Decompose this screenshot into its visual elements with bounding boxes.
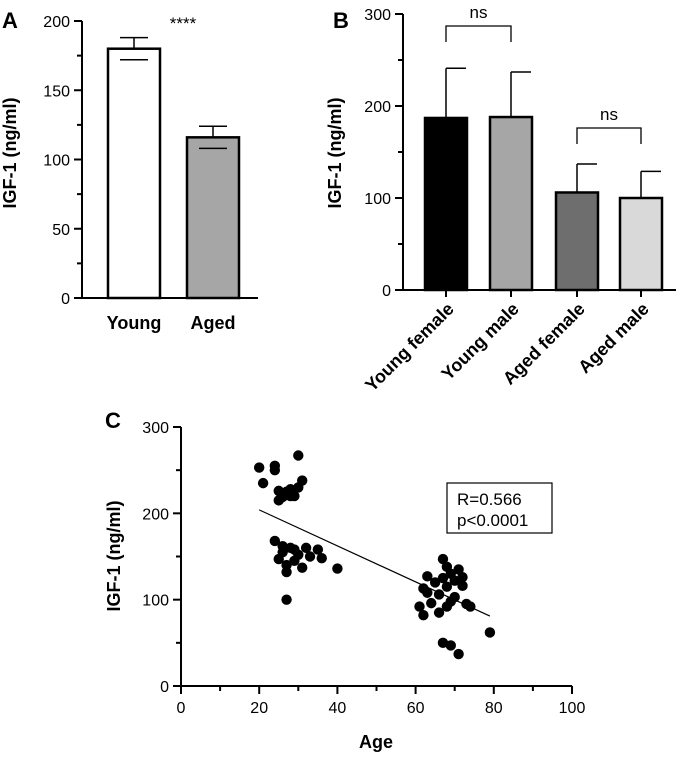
- panel-b-bar: [488, 115, 534, 292]
- panel-c-point: [441, 601, 453, 612]
- panel-a-y-tick-label: 200: [43, 14, 70, 31]
- panel-letter-a: A: [2, 8, 18, 33]
- panel-a-y-tick-label: 150: [43, 83, 70, 100]
- panel-c-point: [441, 581, 453, 592]
- panel-b-marks: ns ns: [423, 3, 664, 292]
- panel-b-category-label: Young female: [361, 299, 458, 396]
- panel-a-category-label: Young: [107, 313, 162, 333]
- panel-c-axes: 0 100 200 300 0 20 40 60 80 100: [142, 420, 585, 717]
- panel-c-point: [437, 553, 449, 565]
- panel-c-y-tick-label: 100: [142, 593, 169, 610]
- panel-c-point: [312, 544, 324, 555]
- panel-c-point: [273, 495, 284, 506]
- panel-c-point: [304, 551, 316, 562]
- panel-c-point: [293, 549, 304, 560]
- panel-c-y-tick-label: 200: [142, 506, 169, 523]
- panel-c-point: [422, 571, 433, 582]
- panel-b-comparison-label: ns: [470, 3, 488, 22]
- panel-c-point: [457, 572, 468, 583]
- panel-b-comparison-bracket: [445, 25, 512, 42]
- panel-c-point: [484, 627, 496, 638]
- panel-c-scatter-plot: C IGF-1 (ng/ml) Age 0 100 200 300 0 20 40 60 80 1…: [104, 408, 585, 752]
- panel-c-point: [418, 610, 429, 621]
- panel-c-point: [449, 575, 460, 586]
- panel-a-y-tick-label: 0: [61, 291, 70, 308]
- panel-c-point: [414, 601, 425, 612]
- panel-b-bar: [423, 116, 469, 292]
- panel-c-x-tick-label: 20: [250, 700, 268, 717]
- panel-b-bar: [554, 191, 600, 292]
- stats-box-frame: [446, 482, 553, 534]
- stat-r-value: R=0.566: [457, 490, 522, 509]
- panel-a-bar: [106, 47, 162, 300]
- panel-c-point: [316, 553, 327, 564]
- panel-b-comparison-bracket: [576, 127, 642, 144]
- panel-letter-b: B: [333, 8, 349, 33]
- stats-box: R=0.566 p<0.0001: [446, 482, 553, 534]
- panel-c-point: [437, 637, 449, 649]
- panel-c-point: [297, 562, 308, 573]
- panel-c-point: [433, 589, 445, 600]
- panel-c-point: [281, 566, 292, 578]
- panel-c-point: [269, 460, 281, 472]
- panel-c-marks: [254, 450, 496, 660]
- panel-b-bar: [618, 196, 664, 292]
- panel-a-significance-label: ****: [170, 14, 197, 33]
- panel-c-x-tick-label: 40: [329, 700, 347, 717]
- panel-b-y-axis-title: IGF-1 (ng/ml): [325, 98, 345, 209]
- panel-b-y-tick-label: 200: [364, 99, 391, 116]
- panel-b-y-tick-label: 300: [364, 7, 391, 24]
- stat-p-value: p<0.0001: [457, 511, 528, 530]
- panel-c-point: [457, 580, 468, 592]
- panel-c-x-tick-label: 0: [177, 700, 186, 717]
- panel-c-point: [453, 564, 464, 575]
- panel-c-point: [453, 648, 464, 660]
- panel-c-point: [422, 587, 433, 598]
- panel-a-bar: [185, 136, 241, 300]
- panel-c-y-tick-label: 0: [160, 679, 169, 696]
- panel-c-point: [437, 572, 449, 584]
- panel-c-point: [254, 462, 265, 473]
- panel-c-point: [293, 450, 304, 461]
- panel-c-y-tick-label: 300: [142, 420, 169, 437]
- panel-letter-c: C: [105, 408, 121, 433]
- panel-c-point: [297, 475, 308, 486]
- panel-c-point: [277, 546, 288, 558]
- panel-b-y-tick-label: 100: [364, 191, 391, 208]
- panel-c-point: [269, 535, 281, 547]
- panel-a-y-axis-title: IGF-1 (ng/ml): [0, 98, 20, 209]
- panel-c-point: [429, 577, 441, 588]
- panel-c-point: [465, 601, 476, 612]
- panel-b-comparison-label: ns: [600, 105, 618, 124]
- panel-b-y-tick-label: 0: [382, 283, 391, 300]
- panel-a-y-tick-label: 50: [52, 222, 70, 239]
- panel-c-y-axis-title: IGF-1 (ng/ml): [104, 501, 124, 612]
- panel-c-point: [281, 594, 292, 605]
- panel-c-point: [300, 542, 312, 554]
- panel-a-bar-chart: A IGF-1 (ng/ml) 0 50 100 150 200 Young Aged **…: [0, 8, 258, 333]
- panel-c-point: [433, 607, 445, 618]
- panel-c-x-tick-label: 80: [485, 700, 503, 717]
- panel-c-x-axis-title: Age: [359, 732, 393, 752]
- panel-a-category-label: Aged: [191, 313, 236, 333]
- panel-a-axes: 0 50 100 150 200 Young Aged: [43, 14, 258, 333]
- panel-c-point: [289, 490, 300, 502]
- panel-c-x-tick-label: 100: [559, 700, 586, 717]
- panel-c-point: [449, 591, 460, 603]
- panel-c-point: [332, 563, 343, 574]
- panel-c-x-tick-label: 60: [407, 700, 425, 717]
- panel-c-point: [257, 477, 269, 489]
- panel-c-point: [445, 640, 456, 651]
- panel-a-y-tick-label: 100: [43, 153, 70, 170]
- panel-a-marks: ****: [106, 14, 241, 300]
- panel-c-point: [426, 597, 437, 609]
